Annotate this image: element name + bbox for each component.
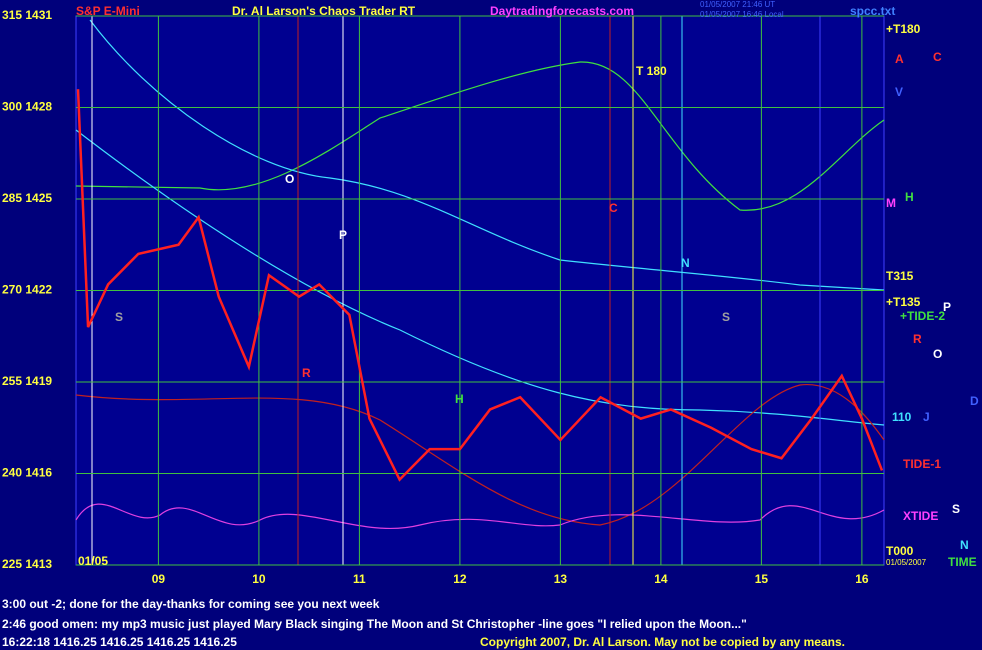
side-label: C bbox=[933, 50, 942, 64]
side-label: J bbox=[923, 410, 930, 424]
y-tick-label: 225 1413 bbox=[2, 557, 52, 571]
side-label: O bbox=[933, 347, 942, 361]
side-label: +TIDE-2 bbox=[900, 309, 945, 323]
app-title: Dr. Al Larson's Chaos Trader RT bbox=[232, 4, 416, 18]
side-label: TIME bbox=[948, 555, 977, 569]
annotation: P bbox=[339, 228, 347, 242]
symbol: S&P E-Mini bbox=[76, 4, 140, 18]
grid bbox=[76, 15, 884, 566]
message: 3:00 out -2; done for the day-thanks for… bbox=[2, 597, 380, 611]
y-tick-label: 285 1425 bbox=[2, 191, 52, 205]
annotation: H bbox=[455, 392, 464, 406]
y-tick-label: 300 1428 bbox=[2, 100, 52, 114]
site: Daytradingforecasts.com bbox=[490, 4, 634, 18]
price-line bbox=[76, 89, 884, 482]
y-tick-label: 255 1419 bbox=[2, 374, 52, 388]
file-name: spcc.txt bbox=[850, 4, 895, 18]
x-tick-label: 15 bbox=[755, 572, 769, 586]
cycle-curve bbox=[75, 129, 885, 426]
side-label: S bbox=[952, 502, 960, 516]
copyright: Copyright 2007, Dr. Al Larson. May not b… bbox=[480, 635, 845, 649]
x-tick-label: 11 bbox=[353, 572, 366, 586]
x-tick-label: 09 bbox=[152, 572, 166, 586]
side-label: R bbox=[913, 332, 922, 346]
cycle-curve bbox=[75, 503, 885, 529]
side-label: A bbox=[895, 52, 904, 66]
side-label: T315 bbox=[886, 269, 914, 283]
side-label: T000 bbox=[886, 544, 914, 558]
x-tick-label: 12 bbox=[453, 572, 467, 586]
y-tick-label: 270 1422 bbox=[2, 283, 52, 297]
x-tick-label: 14 bbox=[654, 572, 668, 586]
side-label: M bbox=[886, 196, 896, 210]
side-label: V bbox=[895, 85, 903, 99]
x-tick-label: 13 bbox=[554, 572, 568, 586]
side-label: N bbox=[960, 538, 969, 552]
right-labels: +T180 A C V H M T315 +T135 +TIDE-2 P R O… bbox=[886, 22, 979, 569]
annotation: R bbox=[302, 366, 311, 380]
y-tick-label: 240 1416 bbox=[2, 466, 52, 480]
stamp: 01/05/2007 16:46 Local bbox=[700, 10, 784, 19]
cycle-curve bbox=[89, 19, 885, 291]
side-label: P bbox=[943, 300, 951, 314]
quote: 16:22:18 1416.25 1416.25 1416.25 1416.25 bbox=[2, 635, 237, 649]
decor-curves bbox=[75, 19, 885, 529]
side-label: 110 bbox=[892, 410, 912, 424]
y-tick-label: 315 1431 bbox=[2, 8, 52, 22]
annotation: O bbox=[285, 172, 294, 186]
message: 2:46 good omen: my mp3 music just played… bbox=[2, 617, 747, 631]
side-label: H bbox=[905, 190, 914, 204]
annotation: T 180 bbox=[636, 64, 667, 78]
date-label: 01/05 bbox=[78, 554, 108, 568]
x-tick-label: 16 bbox=[855, 572, 869, 586]
annotation: S bbox=[115, 310, 123, 324]
annotations: O P T 180 S R H C N S bbox=[115, 64, 730, 406]
cycle-curve bbox=[75, 61, 885, 211]
annotation: S bbox=[722, 310, 730, 324]
stamp: 01/05/2007 21:46 UT bbox=[700, 0, 775, 9]
side-label: 01/05/2007 bbox=[886, 558, 927, 567]
side-label: TIDE-1 bbox=[903, 457, 941, 471]
x-tick-label: 10 bbox=[252, 572, 266, 586]
annotation: N bbox=[681, 256, 690, 270]
side-label: +T180 bbox=[886, 22, 921, 36]
side-label: XTIDE bbox=[903, 509, 938, 523]
side-label: D bbox=[970, 394, 979, 408]
side-label: +T135 bbox=[886, 295, 921, 309]
annotation: C bbox=[609, 201, 618, 215]
